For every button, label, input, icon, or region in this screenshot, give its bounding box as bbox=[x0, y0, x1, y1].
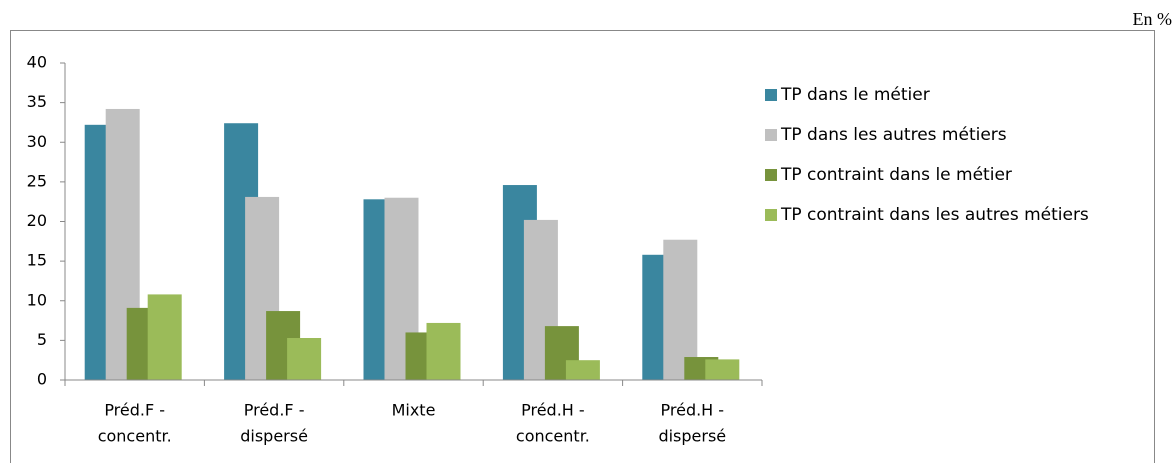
legend-label: TP contraint dans les autres métiers bbox=[780, 205, 1089, 225]
y-tick-label: 10 bbox=[27, 290, 47, 309]
x-tick-label: Préd.H - bbox=[521, 401, 585, 420]
x-tick-label: concentr. bbox=[516, 427, 590, 446]
legend-label: TP dans les autres métiers bbox=[780, 125, 1007, 145]
legend-swatch bbox=[765, 209, 777, 221]
legend-swatch bbox=[765, 129, 777, 141]
x-tick-label: concentr. bbox=[98, 427, 172, 446]
bar bbox=[287, 337, 322, 380]
x-tick-label: Préd.F - bbox=[244, 401, 305, 420]
y-tick-label: 0 bbox=[37, 370, 47, 389]
x-tick-label: dispersé bbox=[658, 427, 726, 446]
y-tick-label: 5 bbox=[37, 330, 47, 349]
y-tick-label: 15 bbox=[27, 251, 47, 270]
legend-swatch bbox=[765, 169, 777, 181]
bar bbox=[565, 360, 600, 380]
x-tick-label: Mixte bbox=[392, 401, 436, 420]
bar bbox=[147, 294, 182, 380]
unit-note: En % bbox=[1133, 9, 1173, 29]
y-tick-label: 35 bbox=[27, 92, 47, 111]
y-tick-label: 30 bbox=[27, 132, 47, 151]
x-tick-label: dispersé bbox=[240, 427, 308, 446]
y-tick-label: 20 bbox=[27, 211, 47, 230]
bar bbox=[705, 359, 740, 380]
y-tick-label: 40 bbox=[27, 53, 47, 72]
chart-frame bbox=[10, 30, 1155, 463]
bar bbox=[426, 322, 461, 380]
bar bbox=[663, 239, 698, 380]
legend-label: TP dans le métier bbox=[780, 85, 930, 105]
x-tick-label: Préd.H - bbox=[661, 401, 725, 420]
y-tick-label: 25 bbox=[27, 171, 47, 190]
legend-swatch bbox=[765, 89, 777, 101]
legend-label: TP contraint dans le métier bbox=[780, 165, 1012, 185]
x-tick-label: Préd.F - bbox=[104, 401, 165, 420]
